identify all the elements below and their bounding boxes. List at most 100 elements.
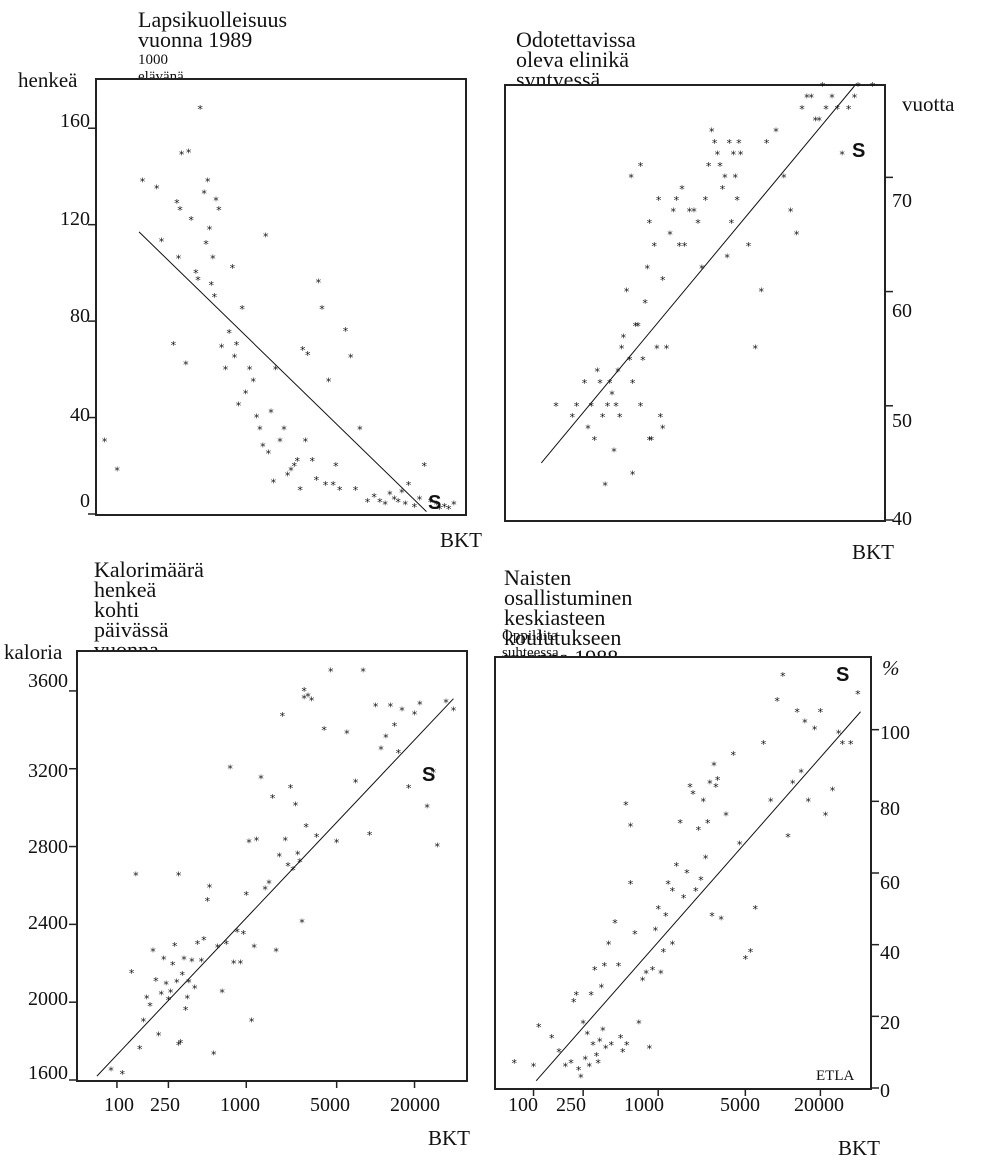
data-point: * [442,501,448,514]
data-point: * [176,870,182,883]
data-point: * [205,895,211,908]
data-point: * [690,788,696,801]
data-point: * [133,870,139,883]
data-point: * [677,240,683,253]
data-point: * [705,817,711,830]
data-point: * [293,800,299,813]
y-tick-label: 3600 [28,670,68,692]
data-point: * [297,856,303,869]
data-point: * [357,424,363,437]
data-point: * [636,1018,642,1031]
data-point: * [722,171,728,184]
x-tick-label: 100 [508,1094,538,1116]
data-point: * [748,946,754,959]
data-point: * [681,892,687,905]
data-point: * [640,354,646,367]
data-point: * [260,440,266,453]
data-point: * [210,252,216,265]
data-point: * [412,708,418,721]
data-point: * [723,810,729,823]
y-tick-label: 0 [880,1080,890,1102]
data-point: * [166,994,172,1007]
data-point: * [753,343,759,356]
data-point: * [592,964,598,977]
data-point: * [301,693,307,706]
data-point: * [197,103,203,116]
data-point: * [654,343,660,356]
data-point: * [602,480,608,493]
data-point: * [595,1057,601,1070]
data-point: * [232,351,238,364]
data-point: * [781,171,787,184]
data-point: * [620,1046,626,1059]
data-point: * [344,728,350,741]
y-tick-label: 1600 [28,1062,68,1084]
data-point: * [585,1028,591,1041]
data-point: * [297,484,303,497]
data-point: * [373,700,379,713]
data-point: * [804,91,810,104]
data-point: * [638,400,644,413]
data-point: * [607,377,613,390]
data-point: * [273,946,279,959]
data-point: * [183,1004,189,1017]
data-point: * [687,206,693,219]
data-point: * [188,214,194,227]
data-point: * [186,977,192,990]
data-point: * [699,263,705,276]
highlight-symbol: S [422,764,436,786]
data-point: * [273,363,279,376]
data-point: * [632,928,638,941]
data-point: * [328,665,334,678]
data-point: * [511,1057,517,1070]
data-point: * [223,938,229,951]
data-point: * [707,777,713,790]
data-point: * [633,320,639,333]
data-point: * [271,477,277,490]
data-point: * [183,359,189,372]
data-point: * [568,1057,574,1070]
data-point: * [731,149,737,162]
data-point: * [422,460,428,473]
data-point: * [247,363,253,376]
x-tick-label: 250 [556,1094,586,1116]
data-point: * [295,455,301,468]
data-point: * [227,763,233,776]
data-point: * [603,1043,609,1056]
data-point: * [377,496,383,509]
data-point: * [334,837,340,850]
data-point: * [246,837,252,850]
data-point: * [180,969,186,982]
data-point: * [254,412,260,425]
data-point: * [258,772,264,785]
data-point: * [280,710,286,723]
chart-title: Naisten osallistuminen keskiasteen koulu… [504,565,633,669]
plot-frame [95,78,467,516]
data-point: * [243,387,249,400]
data-point: * [818,706,824,719]
data-point: * [319,303,325,316]
data-point: * [611,445,617,458]
data-point: * [870,80,876,93]
data-point: * [798,767,804,780]
data-point: * [600,1025,606,1038]
data-point: * [667,228,673,241]
data-point: * [612,917,618,930]
data-point: * [574,400,580,413]
data-point: * [205,175,211,188]
data-point: * [451,498,457,511]
x-tick-label: 1000 [220,1094,260,1116]
y-axis-label: kaloria [4,640,63,664]
data-point: * [715,149,721,162]
data-point: * [159,236,165,249]
data-point: * [651,240,657,253]
data-point: * [613,400,619,413]
data-point: * [606,939,612,952]
data-point: * [653,924,659,937]
data-point: * [624,1039,630,1052]
data-point: * [195,274,201,287]
data-point: * [451,704,457,717]
y-tick-label: 50 [892,410,912,432]
data-point: * [330,479,336,492]
